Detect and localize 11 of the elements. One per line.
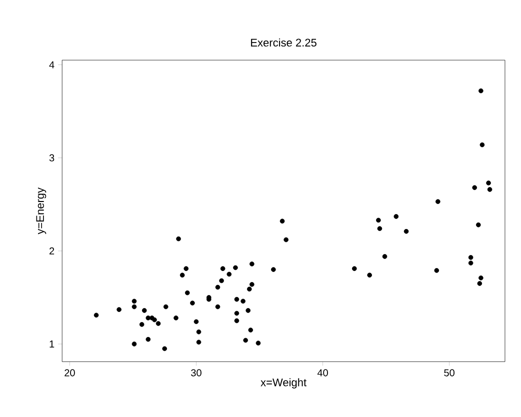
x-tick-label: 50 [444,369,454,376]
y-tick-label: 4 [49,61,54,68]
y-tick-label: 3 [49,154,54,162]
y-tick-label: 2 [50,248,54,255]
x-tick-label: 20 [64,369,75,376]
x-axis-title: x=Weight [260,378,306,389]
x-tick-label: 40 [317,369,328,376]
y-axis-title: y=Energy [36,188,46,234]
y-tick-label: 1 [50,340,54,348]
chart-title: Exercise 2.25 [251,38,316,47]
x-tick-label: 30 [191,369,202,376]
